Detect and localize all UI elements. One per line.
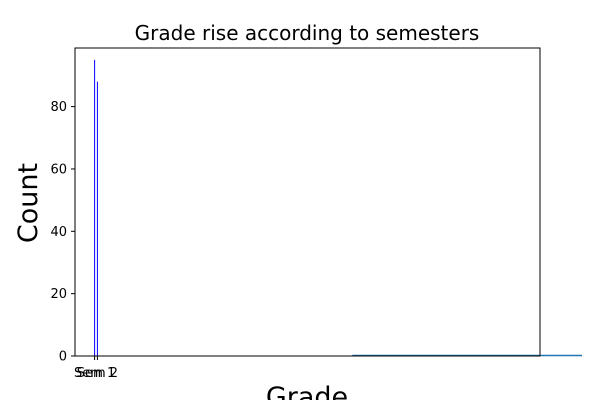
y-tick-label: 80 xyxy=(50,100,67,115)
y-tick-label: 20 xyxy=(50,287,67,302)
y-tick-label: 0 xyxy=(59,350,67,365)
y-axis: 0 20 40 60 80 xyxy=(50,100,75,365)
plot-frame xyxy=(74,47,541,357)
chart-title: Grade rise according to semesters xyxy=(135,21,480,45)
plot-background xyxy=(75,48,540,356)
bar-sem-2 xyxy=(96,81,98,356)
x-tick-label: Sem 2 xyxy=(77,366,118,381)
bar-sem-1 xyxy=(94,59,96,356)
y-axis-label: Count xyxy=(13,163,44,243)
y-tick-label: 60 xyxy=(50,162,67,177)
x-tick-label: Sem 1 xyxy=(74,366,115,381)
y-tick-label: 40 xyxy=(50,225,67,240)
x-axis-label: Grade xyxy=(266,382,348,400)
